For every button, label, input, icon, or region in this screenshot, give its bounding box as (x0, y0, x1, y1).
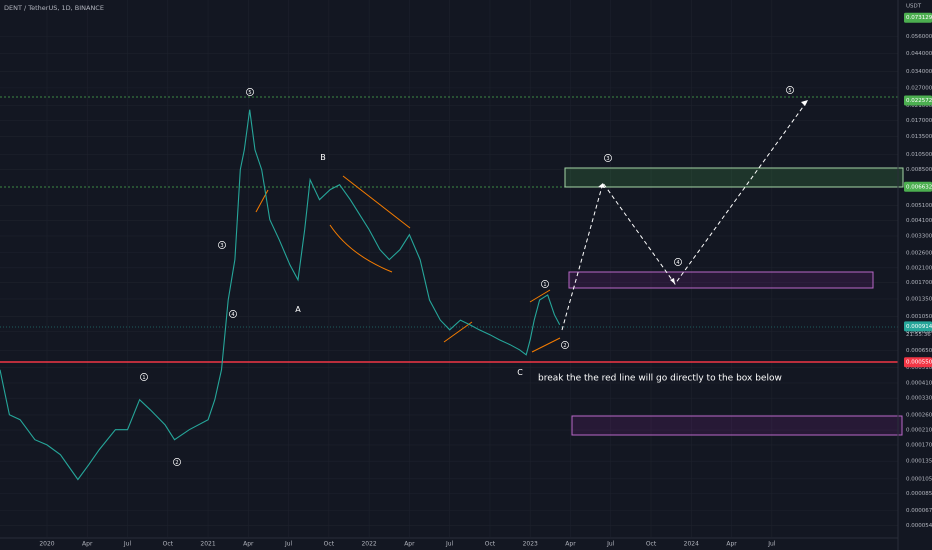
y-tick-label: 0.002600 (906, 250, 932, 256)
price-tag-label: 0.073129 (906, 15, 932, 21)
y-tick-label: 0.000410 (906, 380, 932, 386)
price-tag-label: 0.000550 (906, 360, 932, 366)
wave-label: 4 (231, 312, 234, 318)
y-tick-label: 0.056000 (906, 34, 932, 40)
y-tick-label: 0.013500 (906, 134, 932, 140)
y-tick-label: 0.000054 (906, 523, 932, 529)
x-tick-label: Jul (284, 541, 293, 548)
x-tick-label: Jul (767, 541, 776, 548)
wave-label: 3 (606, 156, 609, 162)
y-tick-label: 0.044000 (906, 51, 932, 57)
y-tick-label: 0.001050 (906, 314, 932, 320)
y-tick-label: 0.000067 (906, 508, 932, 514)
x-tick-label: Jul (606, 541, 615, 548)
target-box (564, 167, 904, 188)
y-tick-label: 0.008500 (906, 167, 932, 173)
price-tag (904, 321, 932, 332)
wave-circle (173, 458, 181, 466)
y-tick-label: 0.000085 (906, 491, 932, 497)
wave-circle (140, 373, 148, 381)
trend-lines (255, 175, 561, 353)
arrowheads (598, 100, 808, 284)
x-tick-label: Oct (646, 541, 657, 548)
y-tick-label: 0.000850 (906, 329, 932, 335)
y-tick-label: 0.000650 (906, 348, 932, 354)
y-tick-label: 0.027000 (906, 85, 932, 91)
axis-unit: USDT (906, 4, 922, 10)
y-tick-label: 0.005100 (906, 203, 932, 209)
x-tick-label: 2021 (200, 541, 215, 548)
wave-label: 2 (175, 460, 178, 466)
price-tag (904, 95, 932, 106)
x-tick-label: Oct (485, 541, 496, 548)
note: break the the red line will go directly … (538, 374, 782, 384)
wave-circle (604, 154, 612, 162)
wave-label: 4 (676, 260, 679, 266)
price-tag-label: 0.006632 (906, 184, 932, 190)
y-tick-label: 0.000210 (906, 428, 932, 434)
y-tick-label: 0.000105 (906, 476, 932, 482)
y-tick-label: 0.004100 (906, 218, 932, 224)
box (568, 271, 874, 289)
wave-label: 3 (220, 243, 223, 249)
wave-label: C (517, 368, 523, 377)
wave-label: B (320, 153, 326, 162)
x-tick-label: Apr (565, 541, 576, 548)
wave-label: 1 (142, 375, 145, 381)
y-tick-label: 0.010500 (906, 152, 932, 158)
y-tick-label: 0.000260 (906, 412, 932, 418)
box (571, 415, 903, 436)
x-tick-label: Jul (123, 541, 132, 548)
wave-circle (561, 341, 569, 349)
wave-label: A (295, 305, 301, 314)
x-tick-label: Apr (404, 541, 415, 548)
wave-circle (674, 258, 682, 266)
y-tick-label: 0.021000 (906, 103, 932, 109)
y-tick-label: 0.002100 (906, 265, 932, 271)
wave-label: 1 (543, 282, 546, 288)
y-tick-label: 0.034000 (906, 69, 932, 75)
wave-label: 5 (788, 88, 791, 94)
wave-circle (218, 241, 226, 249)
x-tick-label: Jul (445, 541, 454, 548)
price-tag (904, 12, 932, 23)
y-tick-label: 0.001700 (906, 280, 932, 286)
wave-circle (246, 88, 254, 96)
x-tick-label: Oct (163, 541, 174, 548)
header-title: DENT / TetherUS, 1D, BINANCE (4, 4, 104, 12)
wave-circle (229, 310, 237, 318)
x-tick-label: 2024 (684, 541, 699, 548)
y-tick-label: 0.000135 (906, 459, 932, 465)
price-tag-label: 0.022572 (906, 98, 932, 104)
y-tick-label: 0.000330 (906, 396, 932, 402)
x-tick-label: Oct (324, 541, 335, 548)
price-line (0, 109, 561, 481)
price-tag (904, 357, 932, 368)
y-tick-label: 0.000170 (906, 442, 932, 448)
y-tick-label: 0.003300 (906, 233, 932, 239)
x-tick-label: Apr (82, 541, 93, 548)
x-tick-label: Apr (726, 541, 737, 548)
wave-circle (786, 86, 794, 94)
x-tick-label: 2020 (39, 541, 54, 548)
price-tag-label: 0.000914 (906, 324, 932, 330)
plot: 5 B 3 4 A 1 2 C 1 2 3 4 5 (0, 86, 794, 481)
wave-label: 5 (248, 90, 251, 96)
x-tick-label: 2022 (361, 541, 376, 548)
countdown: 21:55:36 (906, 332, 931, 338)
y-tick-label: 0.000510 (906, 365, 932, 371)
x-tick-label: 2023 (523, 541, 538, 548)
wave-label: 2 (563, 343, 566, 349)
y-tick-label: 0.001350 (906, 296, 932, 302)
wave-circle (541, 280, 549, 288)
y-tick-label: 0.017000 (906, 118, 932, 124)
price-tag (904, 181, 932, 192)
x-tick-label: Apr (243, 541, 254, 548)
grid (0, 0, 898, 537)
